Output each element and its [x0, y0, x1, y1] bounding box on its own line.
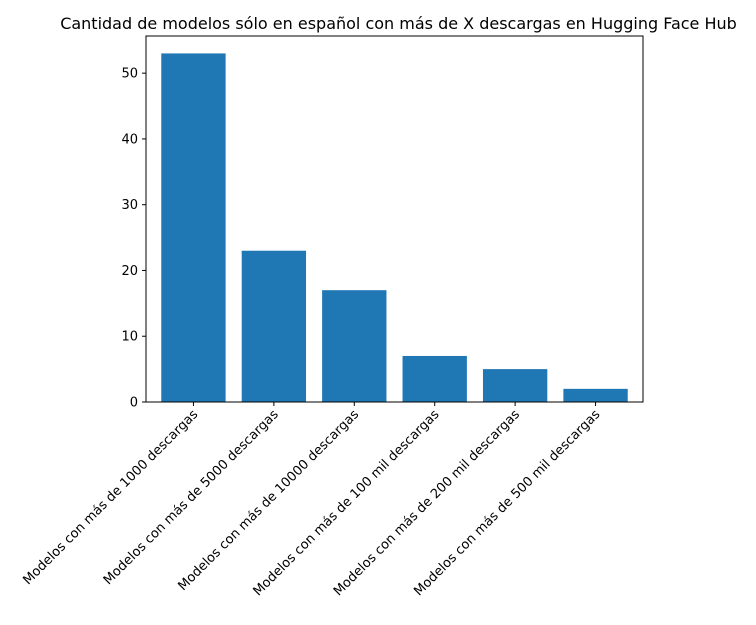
- x-tick-label-4: Modelos con más de 100 mil descargas: [251, 407, 443, 599]
- x-tick-label-2: Modelos con más de 5000 descargas: [101, 407, 282, 588]
- y-axis: 0 10 20 30 40 50: [121, 67, 146, 411]
- bars-group: [161, 53, 628, 403]
- bar-1: [161, 53, 226, 403]
- x-tick-label-1: Modelos con más de 1000 descargas: [20, 407, 201, 588]
- plot-frame: [145, 35, 644, 403]
- bar-4: [402, 355, 467, 402]
- y-tick-label-50: 50: [121, 67, 138, 82]
- y-tick-label-0: 0: [130, 396, 138, 411]
- y-tick-label-40: 40: [121, 132, 138, 147]
- y-tick-label-20: 20: [121, 264, 138, 279]
- bar-5: [482, 369, 548, 402]
- bar-3: [322, 290, 387, 402]
- x-tick-label-5: Modelos con más de 200 mil descargas: [331, 407, 523, 599]
- bar-2: [241, 250, 307, 402]
- y-tick-label-10: 10: [121, 330, 138, 345]
- x-tick-label-6: Modelos con más de 500 mil descargas: [411, 407, 603, 599]
- y-tick-label-30: 30: [121, 198, 138, 213]
- x-axis: Modelos con más de 1000 descargasModelos…: [20, 402, 604, 599]
- bar-6: [563, 388, 628, 402]
- x-tick-label-3: Modelos con más de 10000 descargas: [175, 407, 362, 594]
- chart-title: Cantidad de modelos sólo en español con …: [60, 14, 737, 33]
